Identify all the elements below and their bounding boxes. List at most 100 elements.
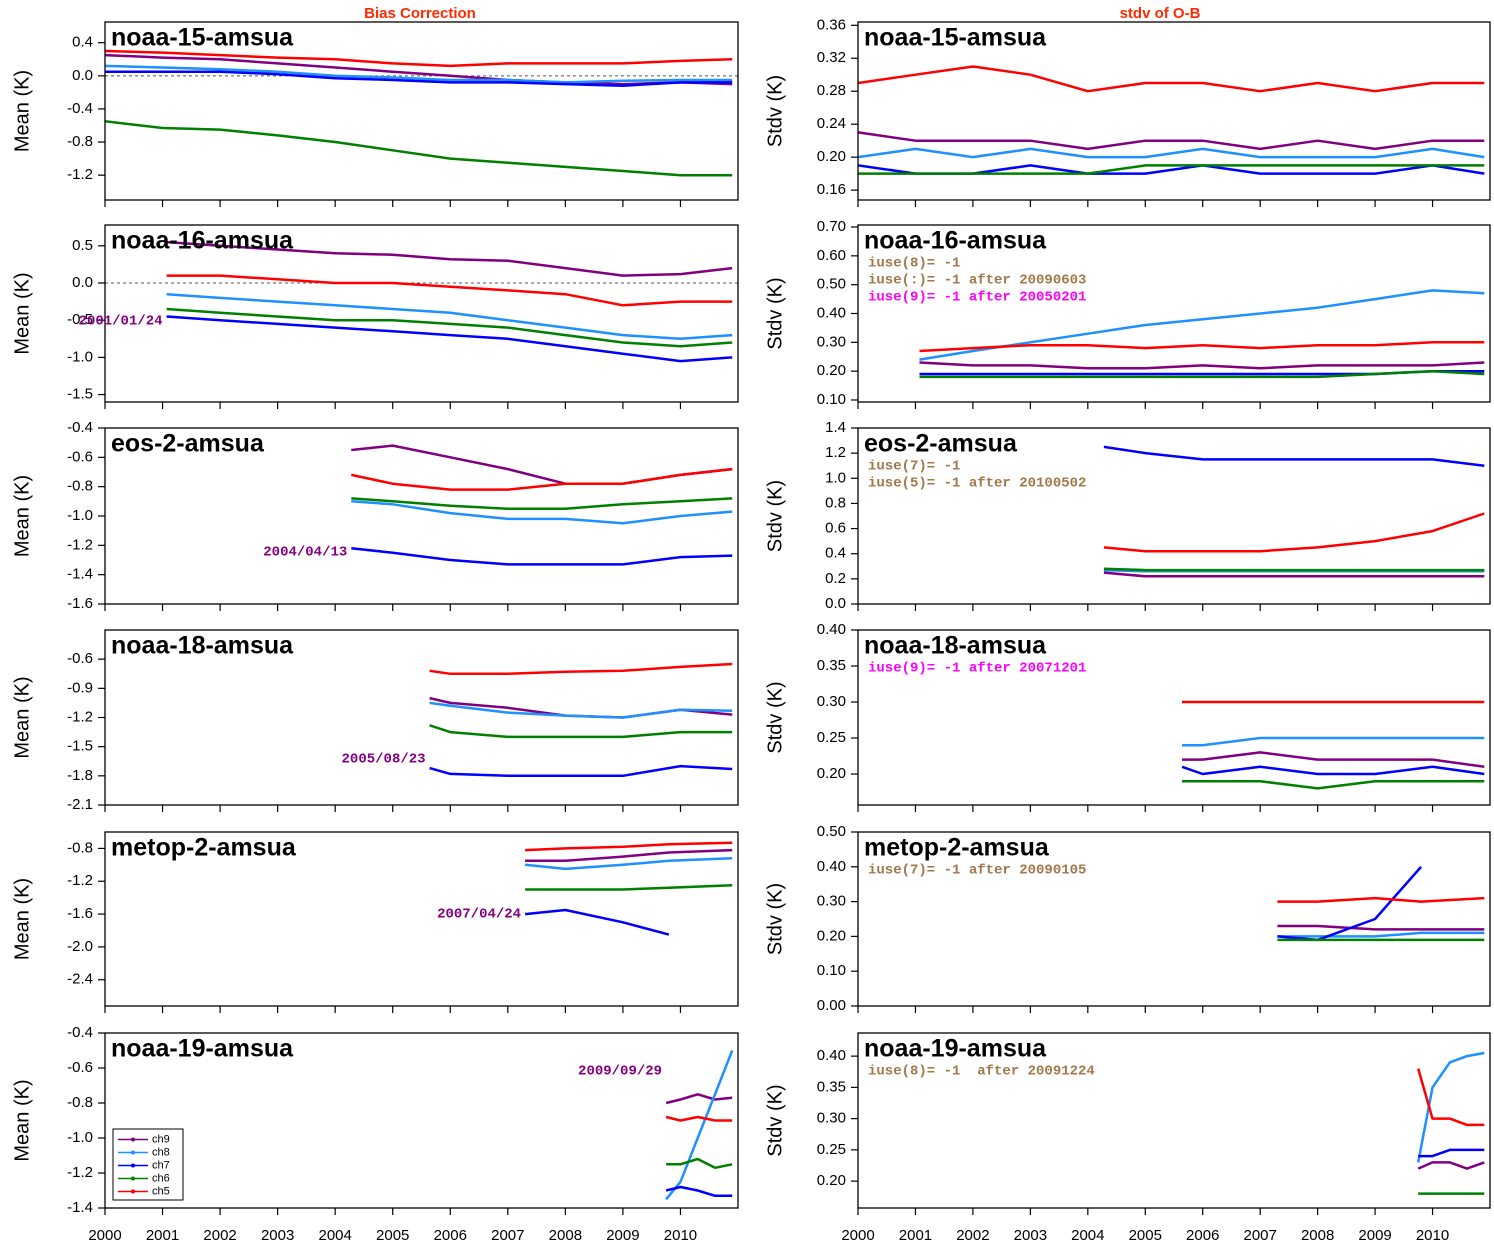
y-tick-label: -1.5 [67, 738, 93, 755]
plot-frame [857, 21, 1491, 201]
y-axis-label: Stdv (K) [764, 681, 786, 753]
y-tick-label: -0.6 [67, 448, 93, 465]
y-tick-label: -1.8 [67, 767, 93, 784]
y-tick-label: -2.4 [67, 971, 93, 988]
series-line [1182, 751, 1485, 769]
panel: -0.8 -1.2 -1.6 -2.0 -2.4 Mean (K) metop-2-amsu… [11, 831, 739, 1013]
y-tick-label: -1.6 [67, 595, 93, 612]
y-tick-label: 0.35 [817, 1078, 846, 1095]
panel: -0.4 -0.6 -0.8 -1.0 -1.2 -1.4 2000 2001 2002 2003… [11, 1024, 739, 1244]
y-tick-label: 0.35 [817, 657, 846, 674]
x-tick-label: 2000 [841, 1227, 874, 1244]
panel-title: noaa-18-amsua [111, 632, 294, 660]
panel-title: noaa-19-amsua [111, 1035, 294, 1063]
y-tick-label: 0.0 [72, 67, 93, 84]
y-axis-label: Mean (K) [11, 475, 33, 557]
series-line [1418, 1148, 1485, 1158]
y-tick-label: 0.20 [817, 927, 846, 944]
series-line [351, 467, 733, 491]
y-tick-label: -1.0 [67, 348, 93, 365]
y-tick-label: -1.2 [67, 1164, 93, 1181]
series-line [919, 369, 1485, 379]
series-line [166, 315, 733, 363]
series-line [166, 274, 733, 307]
series-line [665, 1093, 733, 1105]
y-tick-label: -1.2 [67, 536, 93, 553]
panel-title: eos-2-amsua [111, 430, 265, 458]
series-line [105, 64, 733, 84]
series-line [525, 884, 733, 891]
y-tick-label: -1.2 [67, 708, 93, 725]
series-line [524, 908, 670, 936]
y-tick-label: 0.4 [72, 34, 93, 51]
y-tick-label: 0.5 [72, 237, 93, 254]
y-tick-label: -1.6 [67, 905, 93, 922]
series-line [105, 70, 733, 87]
y-tick-label: -1.0 [67, 1129, 93, 1146]
series-line [105, 120, 733, 177]
series-line [166, 240, 733, 277]
x-tick-label: 2008 [1301, 1227, 1334, 1244]
panel: 0.40 0.35 0.30 0.25 0.20 Stdv (K) noaa-18-amsu… [764, 621, 1491, 812]
series-line [105, 53, 733, 86]
panel-title: noaa-16-amsua [111, 227, 294, 255]
y-tick-label: 0.50 [817, 823, 846, 840]
series-line [1103, 571, 1485, 578]
series-line [351, 547, 733, 566]
x-tick-label: 2005 [376, 1227, 409, 1244]
y-tick-label: -0.8 [67, 478, 93, 495]
y-tick-label: -0.6 [67, 1059, 93, 1076]
x-tick-label: 2002 [956, 1227, 989, 1244]
y-axis-label: Mean (K) [11, 878, 33, 960]
legend-label: ch5 [152, 1185, 170, 1197]
date-note: 2005/08/23 [342, 752, 426, 768]
plot-frame [104, 1032, 739, 1209]
series-line [919, 341, 1485, 353]
panel: 0.4 0.0 -0.4 -0.8 -1.2 Mean (K) noaa-15-amsua [11, 21, 739, 207]
series-line [1277, 931, 1485, 938]
y-tick-label: 0.10 [817, 962, 846, 979]
y-tick-label: -0.4 [67, 100, 93, 117]
x-tick-label: 2003 [1014, 1227, 1047, 1244]
panel: 0.40 0.35 0.30 0.25 0.20 2000 2001 2002 2003 2004… [764, 1032, 1491, 1244]
series-line [1103, 567, 1485, 572]
y-tick-label: 1.2 [825, 444, 846, 461]
y-tick-label: 0.00 [817, 997, 846, 1014]
y-tick-label: -2.1 [67, 796, 93, 813]
panel-title: metop-2-amsua [111, 834, 297, 862]
y-axis-label: Mean (K) [11, 676, 33, 758]
series-line [665, 1050, 734, 1201]
iuse-note: iuse(9)= -1 after 20071201 [868, 661, 1086, 677]
series-line [665, 1115, 733, 1122]
series-line [429, 724, 733, 739]
panel-title: noaa-19-amsua [864, 1035, 1047, 1063]
panel: 0.70 0.60 0.50 0.40 0.30 0.20 0.10 Stdv (K) noaa… [764, 218, 1491, 409]
y-tick-label: 0.30 [817, 693, 846, 710]
series-line [858, 131, 1485, 151]
x-tick-label: 2009 [606, 1227, 639, 1244]
y-axis-label: Stdv (K) [764, 1084, 786, 1156]
series-line [858, 65, 1485, 93]
y-axis-label: Stdv (K) [764, 480, 786, 552]
y-tick-label: -2.0 [67, 938, 93, 955]
series-line [351, 500, 733, 525]
column-title: stdv of O-B [1120, 5, 1201, 22]
y-tick-label: 0.20 [817, 1172, 846, 1189]
y-tick-label: -1.4 [67, 1199, 93, 1216]
y-tick-label: 0.16 [817, 181, 846, 198]
x-tick-label: 2004 [1071, 1227, 1104, 1244]
panel-title: noaa-16-amsua [864, 227, 1047, 255]
plot-frame [104, 831, 739, 1007]
y-tick-label: 0.25 [817, 1141, 846, 1158]
y-tick-label: 0.50 [817, 276, 846, 293]
x-tick-label: 2004 [318, 1227, 351, 1244]
plot-frame [857, 1032, 1491, 1209]
x-tick-label: 2002 [203, 1227, 236, 1244]
y-tick-label: 0.4 [825, 545, 846, 562]
y-tick-label: -0.4 [67, 419, 93, 436]
y-tick-label: 0.40 [817, 304, 846, 321]
x-tick-label: 2006 [434, 1227, 467, 1244]
y-tick-label: -1.2 [67, 166, 93, 183]
legend-dot [131, 1189, 135, 1194]
x-tick-label: 2001 [146, 1227, 179, 1244]
